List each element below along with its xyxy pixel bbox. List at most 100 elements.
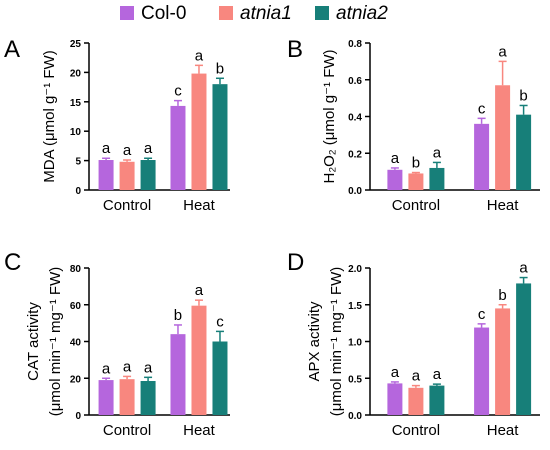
significance-letter: c [174, 83, 182, 100]
panel-c: C 0 20 40 60 80 Control Heat CAT activity (μmol m… [4, 249, 230, 439]
bar [212, 84, 228, 190]
legend: Col-0 atnia1 atnia2 [120, 3, 388, 24]
panel-letter: A [4, 36, 20, 63]
legend-swatch-2 [219, 6, 233, 20]
bar [212, 341, 228, 415]
significance-letter: b [519, 87, 527, 104]
y-tick-label: 0.6 [348, 76, 362, 87]
significance-letter: b [216, 60, 224, 77]
legend-swatch-3 [315, 6, 329, 20]
bar [140, 160, 156, 190]
bar [170, 334, 186, 415]
bar [516, 114, 532, 190]
bar [140, 381, 156, 415]
panel-letter: D [287, 249, 304, 276]
y-tick-label: 0.0 [348, 411, 362, 422]
bar [119, 161, 135, 190]
y-tick-label: 0.8 [348, 39, 362, 50]
y-tick-label: 0.4 [348, 113, 362, 124]
significance-letter: a [102, 360, 111, 377]
bar [170, 105, 186, 190]
y-tick-label: 0 [75, 411, 81, 422]
bar [408, 387, 424, 415]
y-axis-label: H₂O₂ (μmol g⁻¹ FW) [321, 49, 338, 183]
y-tick-label: 0.2 [348, 149, 362, 160]
x-tick-label: Control [392, 422, 440, 439]
y-tick-label: 20 [70, 68, 82, 79]
x-tick-label: Control [392, 197, 440, 214]
y-axis-label: APX activity [306, 301, 323, 382]
legend-label-2: atnia1 [240, 3, 292, 24]
significance-letter: a [433, 144, 442, 161]
panels: A 0 5 10 15 20 25 Control Heat MDA (μmol g⁻¹ FW) a… [4, 36, 540, 439]
x-tick-label: Heat [487, 197, 520, 214]
significance-letter: a [391, 364, 400, 381]
y-tick-label: 5 [75, 157, 81, 168]
significance-letter: a [391, 150, 400, 167]
x-tick-label: Control [103, 197, 151, 214]
y-tick-label: 40 [70, 338, 82, 349]
x-tick-label: Heat [183, 422, 216, 439]
significance-letter: a [144, 140, 153, 157]
y-tick-label: 1.0 [348, 338, 362, 349]
bar [191, 305, 207, 415]
y-axis-label: (μmol min⁻¹ mg⁻¹ FW) [47, 267, 64, 416]
bar [495, 85, 511, 190]
y-axis-label: MDA (μmol g⁻¹ FW) [41, 50, 58, 182]
significance-letter: b [412, 155, 420, 172]
panel-letter: C [4, 249, 21, 276]
y-tick-label: 15 [70, 98, 82, 109]
significance-letter: a [195, 282, 204, 299]
panel-d: D 0.0 0.5 1.0 1.5 2.0 Control Heat APX activity (… [287, 249, 540, 439]
y-tick-label: 0.5 [348, 374, 362, 385]
significance-letter: a [123, 358, 132, 375]
bar [387, 169, 403, 190]
y-tick-label: 20 [70, 374, 82, 385]
significance-letter: c [216, 313, 224, 330]
bar [516, 283, 532, 415]
bar [495, 308, 511, 415]
significance-letter: a [433, 366, 442, 383]
significance-letter: a [195, 47, 204, 64]
significance-letter: b [174, 307, 182, 324]
significance-letter: c [478, 306, 486, 323]
bar [98, 160, 114, 190]
y-tick-label: 0 [75, 186, 81, 197]
panel-letter: B [287, 36, 303, 63]
significance-letter: a [123, 142, 132, 159]
x-tick-label: Control [103, 422, 151, 439]
y-tick-label: 10 [70, 127, 82, 138]
significance-letter: a [519, 260, 528, 277]
y-axis-label: (μmol min⁻¹ mg⁻¹ FW) [328, 267, 345, 416]
bar [191, 73, 207, 190]
bar [429, 167, 445, 190]
y-tick-label: 0.0 [348, 186, 362, 197]
x-tick-label: Heat [487, 422, 520, 439]
significance-letter: a [498, 43, 507, 60]
y-axis-label: CAT activity [25, 302, 42, 381]
bar [429, 385, 445, 415]
bar [387, 383, 403, 415]
significance-letter: c [478, 100, 486, 117]
bar [408, 173, 424, 190]
panel-b: B 0.0 0.2 0.4 0.6 0.8 Control Heat H₂O₂ (μmol g⁻… [287, 36, 540, 214]
significance-letter: a [144, 359, 153, 376]
bar [98, 380, 114, 415]
significance-letter: a [412, 368, 421, 385]
y-tick-label: 25 [70, 39, 82, 50]
y-tick-label: 2.0 [348, 264, 362, 275]
y-tick-label: 80 [70, 264, 82, 275]
x-tick-label: Heat [183, 197, 216, 214]
bar [474, 123, 490, 190]
bar [119, 379, 135, 415]
legend-label-1: Col-0 [141, 3, 186, 24]
significance-letter: b [498, 287, 506, 304]
legend-swatch-1 [120, 6, 134, 20]
y-tick-label: 1.5 [348, 301, 362, 312]
legend-label-3: atnia2 [336, 3, 388, 24]
panel-a: A 0 5 10 15 20 25 Control Heat MDA (μmol g⁻¹ FW) a… [4, 36, 230, 214]
y-tick-label: 60 [70, 301, 82, 312]
bar [474, 327, 490, 415]
